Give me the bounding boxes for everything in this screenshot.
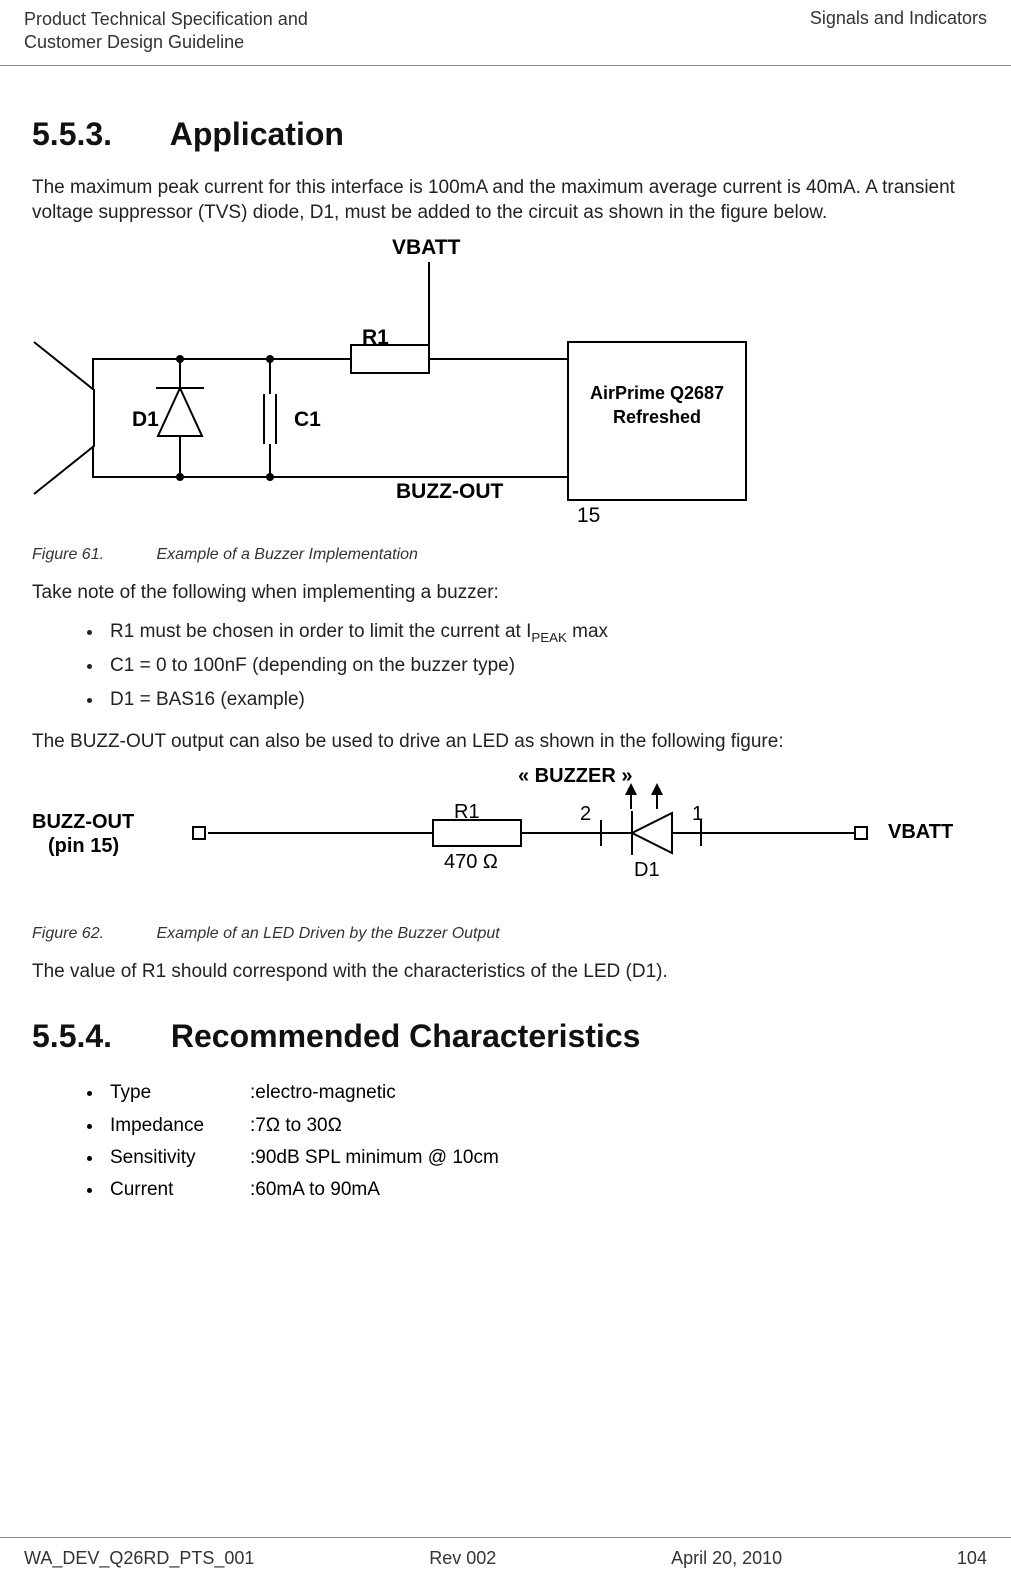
node-c1-bot xyxy=(266,473,274,481)
wire-speaker-top xyxy=(92,358,94,390)
wire-top-left xyxy=(92,358,350,360)
section-number: 5.5.3. xyxy=(32,116,162,153)
pin-right-icon xyxy=(854,826,868,840)
header-right: Signals and Indicators xyxy=(810,8,987,55)
footer-rev: Rev 002 xyxy=(429,1548,496,1569)
footer-page: 104 xyxy=(957,1548,987,1569)
wire-speaker-bot xyxy=(92,446,94,478)
list-item: Current:60mA to 90mA xyxy=(104,1174,979,1206)
node-c1-top xyxy=(266,355,274,363)
list-item: C1 = 0 to 100nF (depending on the buzzer… xyxy=(104,650,979,681)
led-intro: The BUZZ-OUT output can also be used to … xyxy=(32,729,979,755)
led-arrow2 xyxy=(651,783,663,795)
section-title: Application xyxy=(170,116,344,152)
figure-number: Figure 61. xyxy=(32,546,152,564)
notes-list: R1 must be chosen in order to limit the … xyxy=(104,616,979,715)
figure-caption-text: Example of an LED Driven by the Buzzer O… xyxy=(156,925,499,942)
c1-label: C1 xyxy=(294,408,321,432)
wire-r1-d1 xyxy=(522,832,622,834)
notes-intro: Take note of the following when implemen… xyxy=(32,580,979,606)
buzzer-tag: « BUZZER » xyxy=(518,765,632,788)
figure-62-caption: Figure 62. Example of an LED Driven by t… xyxy=(32,925,979,943)
list-item: D1 = BAS16 (example) xyxy=(104,684,979,715)
buzz-out-label2: BUZZ-OUT xyxy=(32,811,134,834)
pin15-label: 15 xyxy=(577,504,600,528)
module-box: AirPrime Q2687 Refreshed xyxy=(567,341,747,501)
figure-61-diagram: VBATT R1 AirPrime Q2687 Refreshed BUZZ-O… xyxy=(32,236,752,536)
d1-diode-icon xyxy=(150,366,210,470)
list-item: Impedance:7Ω to 30Ω xyxy=(104,1110,979,1142)
application-intro: The maximum peak current for this interf… xyxy=(32,175,979,226)
header-left-line2: Customer Design Guideline xyxy=(24,31,308,54)
section-heading-application: 5.5.3. Application xyxy=(32,116,979,153)
wire-main-left xyxy=(208,832,432,834)
led-arrow-stem1 xyxy=(630,795,632,809)
page-footer: WA_DEV_Q26RD_PTS_001 Rev 002 April 20, 2… xyxy=(0,1537,1011,1583)
wire-d1-right xyxy=(684,832,854,834)
led-arrow1 xyxy=(625,783,637,795)
node-d1-top xyxy=(176,355,184,363)
figure-62-diagram: « BUZZER » BUZZ-OUT (pin 15) R1 470 Ω 2 … xyxy=(32,765,992,915)
figure-number: Figure 62. xyxy=(32,925,152,943)
module-line1: AirPrime Q2687 xyxy=(569,381,745,405)
header-left-line1: Product Technical Specification and xyxy=(24,8,308,31)
module-line2: Refreshed xyxy=(569,405,745,429)
r1-component2 xyxy=(432,819,522,847)
wire-pin1 xyxy=(700,820,702,846)
section-title: Recommended Characteristics xyxy=(171,1018,641,1054)
pin15-label2: (pin 15) xyxy=(48,835,119,858)
wire-c1-top xyxy=(269,358,271,394)
buzz-out-label: BUZZ-OUT xyxy=(396,480,503,504)
r1-value: 470 Ω xyxy=(444,851,498,874)
pin-left-icon xyxy=(192,826,206,840)
wire-pin2 xyxy=(600,820,602,846)
page-content: 5.5.3. Application The maximum peak curr… xyxy=(0,66,1011,1207)
led-arrow-stem2 xyxy=(656,795,658,809)
list-item: Sensitivity:90dB SPL minimum @ 10cm xyxy=(104,1142,979,1174)
footer-date: April 20, 2010 xyxy=(671,1548,782,1569)
section-heading-characteristics: 5.5.4. Recommended Characteristics xyxy=(32,1018,979,1055)
d1-label: D1 xyxy=(132,408,159,432)
figure-caption-text: Example of a Buzzer Implementation xyxy=(156,546,417,563)
vbatt-label: VBATT xyxy=(392,236,460,260)
characteristics-list: Type:electro-magnetic Impedance:7Ω to 30… xyxy=(104,1077,979,1206)
list-item: Type:electro-magnetic xyxy=(104,1077,979,1109)
page-header: Product Technical Specification and Cust… xyxy=(0,0,1011,66)
r1-component xyxy=(350,344,430,374)
led-icon xyxy=(620,809,684,857)
r1-note: The value of R1 should correspond with t… xyxy=(32,959,979,985)
d1-label2: D1 xyxy=(634,859,660,882)
wire-top-right xyxy=(430,358,567,360)
footer-docid: WA_DEV_Q26RD_PTS_001 xyxy=(24,1548,254,1569)
header-left: Product Technical Specification and Cust… xyxy=(24,8,308,55)
section-number: 5.5.4. xyxy=(32,1018,162,1055)
figure-61-caption: Figure 61. Example of a Buzzer Implement… xyxy=(32,546,979,564)
wire-bottom xyxy=(92,476,567,478)
pin2-label: 2 xyxy=(580,803,591,826)
list-item: R1 must be chosen in order to limit the … xyxy=(104,616,979,649)
node-d1-bot xyxy=(176,473,184,481)
vbatt-label2: VBATT xyxy=(888,821,953,844)
